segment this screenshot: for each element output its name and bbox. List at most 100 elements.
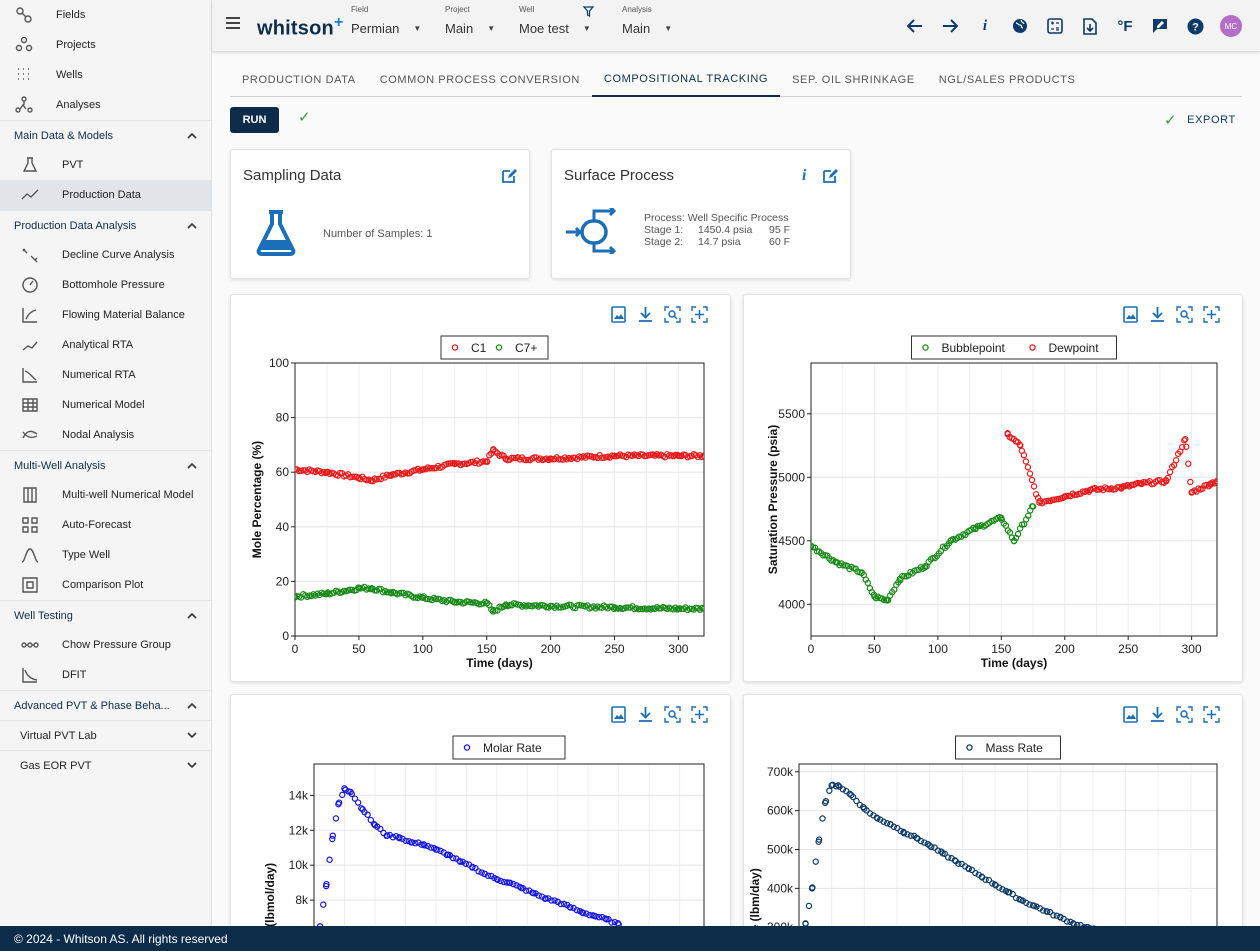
section-main-data-models[interactable]: Main Data & Models — [0, 120, 211, 150]
filter-icon[interactable] — [582, 4, 595, 22]
surface-info-icon[interactable]: i — [802, 167, 807, 184]
fmb-icon — [20, 306, 40, 324]
tab-sep-oil-shrinkage[interactable]: SEP. OIL SHRINKAGE — [792, 73, 915, 86]
legend-marker — [451, 344, 459, 351]
sidebar-item-fields[interactable]: Fields — [0, 0, 211, 30]
autoscale-icon[interactable] — [691, 306, 708, 323]
autoscale-icon[interactable] — [1203, 706, 1220, 723]
bell-curve-icon — [20, 546, 40, 564]
data-point — [853, 797, 860, 805]
export-button[interactable]: ✓ EXPORT — [1164, 112, 1236, 129]
sidebar-item-projects[interactable]: Projects — [0, 30, 211, 60]
legend-label: C7+ — [515, 341, 537, 355]
forward-arrow-icon[interactable] — [940, 16, 960, 36]
section-production-data-analysis[interactable]: Production Data Analysis — [0, 210, 211, 240]
data-point — [347, 788, 354, 796]
zoom-icon[interactable] — [664, 706, 681, 723]
tab-common-process-conversion[interactable]: COMMON PROCESS CONVERSION — [379, 73, 580, 86]
sidebar-item-flowing-material-balance[interactable]: Flowing Material Balance — [0, 300, 211, 330]
back-arrow-icon[interactable] — [905, 16, 925, 36]
data-point — [944, 854, 952, 861]
sidebar-item-numerical-model[interactable]: Numerical Model — [0, 390, 211, 420]
selector-field[interactable]: Field Permian ▼ — [351, 5, 421, 36]
image-export-icon[interactable] — [1122, 706, 1139, 723]
data-point — [611, 452, 618, 460]
section-multi-well-analysis[interactable]: Multi-Well Analysis — [0, 450, 211, 480]
calculator-icon[interactable] — [1045, 16, 1065, 36]
sidebar-item-pvt[interactable]: PVT — [0, 150, 211, 180]
data-point — [475, 601, 483, 608]
data-point — [1004, 430, 1011, 438]
data-point — [1028, 476, 1036, 484]
hamburger-menu-icon[interactable] — [226, 17, 240, 29]
sidebar-item-analytical-rta[interactable]: Analytical RTA — [0, 330, 211, 360]
sidebar-item-type-well[interactable]: Type Well — [0, 540, 211, 570]
zoom-icon[interactable] — [1176, 306, 1193, 323]
sidebar-item-bottomhole-pressure[interactable]: Bottomhole Pressure — [0, 270, 211, 300]
autoscale-icon[interactable] — [691, 706, 708, 723]
sidebar-item-production-data[interactable]: Production Data — [0, 180, 211, 210]
sidebar-item-decline-curve-analysis[interactable]: Decline Curve Analysis — [0, 240, 211, 270]
sidebar-item-analyses[interactable]: Analyses — [0, 90, 211, 120]
data-point — [637, 605, 644, 613]
rta-icon — [20, 336, 40, 354]
chart-svg: 300k400k500k600k700kRate (lbm/day)Mass R… — [748, 735, 1218, 933]
process-details: Process: Well Specific Process Stage 1: 1… — [644, 212, 791, 248]
tab-compositional-tracking[interactable]: COMPOSITIONAL TRACKING — [591, 62, 781, 97]
help-icon[interactable]: ? — [1185, 16, 1205, 36]
section-well-testing[interactable]: Well Testing — [0, 600, 211, 630]
section-gas-eor-pvt[interactable]: Gas EOR PVT — [0, 750, 211, 780]
sidebar-item-dfit[interactable]: DFIT — [0, 660, 211, 690]
sidebar-item-nodal-analysis[interactable]: Nodal Analysis — [0, 420, 211, 450]
sidebar-item-multi-well-numerical-model[interactable]: Multi-well Numerical Model — [0, 480, 211, 510]
data-point — [927, 843, 935, 851]
image-export-icon[interactable] — [610, 306, 627, 323]
selector-well[interactable]: Well Moe test ▼ — [519, 4, 595, 36]
zoom-icon[interactable] — [1176, 706, 1193, 723]
info-icon[interactable]: i — [982, 17, 988, 34]
image-export-icon[interactable] — [1122, 306, 1139, 323]
sidebar-item-comparison-plot[interactable]: Comparison Plot — [0, 570, 211, 600]
sidebar-item-label: Chow Pressure Group — [62, 639, 171, 651]
sidebar-item-auto-forecast[interactable]: Auto-Forecast — [0, 510, 211, 540]
data-point — [1163, 477, 1170, 485]
autoscale-icon[interactable] — [1203, 306, 1220, 323]
data-point — [900, 828, 907, 836]
edit-sampling-icon[interactable] — [501, 168, 517, 184]
data-point — [419, 466, 427, 473]
series-group — [811, 430, 1217, 604]
zoom-icon[interactable] — [664, 306, 681, 323]
tab-production-data[interactable]: PRODUCTION DATA — [242, 73, 356, 86]
run-button[interactable]: RUN — [230, 107, 279, 133]
globe-icon[interactable] — [1010, 16, 1030, 36]
sidebar-item-numerical-rta[interactable]: Numerical RTA — [0, 360, 211, 390]
selector-project[interactable]: Project Main ▼ — [445, 5, 495, 36]
wells-icon — [14, 66, 34, 84]
data-point — [505, 879, 513, 886]
section-advanced-pvt-phase-beha-[interactable]: Advanced PVT & Phase Beha... — [0, 690, 211, 720]
y-tick-label: 0 — [282, 629, 289, 643]
edit-surface-icon[interactable] — [822, 168, 838, 184]
data-point — [1030, 902, 1038, 910]
legend-box — [440, 335, 549, 360]
selector-analysis[interactable]: Analysis Main ▼ — [622, 5, 672, 36]
svg-text:?: ? — [1192, 21, 1199, 33]
download-icon[interactable] — [637, 706, 654, 723]
data-point — [700, 605, 704, 612]
surface-process-title: Surface Process — [564, 167, 675, 184]
user-avatar[interactable]: MC — [1220, 15, 1242, 37]
temperature-unit-icon[interactable]: °F — [1117, 17, 1133, 35]
download-icon[interactable] — [1149, 706, 1166, 723]
feedback-icon[interactable] — [1150, 16, 1170, 36]
series-group — [316, 785, 622, 930]
sidebar-item-chow-pressure-group[interactable]: Chow Pressure Group — [0, 630, 211, 660]
image-export-icon[interactable] — [610, 706, 627, 723]
data-point — [995, 884, 1003, 891]
download-icon[interactable] — [637, 306, 654, 323]
section-virtual-pvt-lab[interactable]: Virtual PVT Lab — [0, 720, 211, 750]
sidebar-item-wells[interactable]: Wells — [0, 60, 211, 90]
download-file-icon[interactable] — [1080, 16, 1100, 36]
tab-ngl-sales-products[interactable]: NGL/SALES PRODUCTS — [938, 73, 1076, 86]
download-icon[interactable] — [1149, 306, 1166, 323]
data-point — [579, 909, 587, 917]
